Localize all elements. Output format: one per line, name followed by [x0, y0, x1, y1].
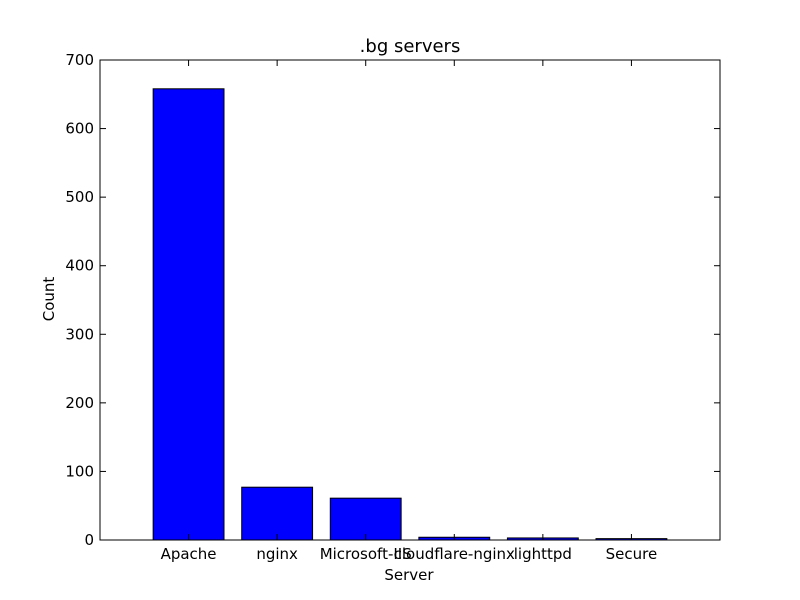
x-tick-label: lighttpd: [514, 545, 572, 563]
y-tick-label: 0: [84, 531, 94, 549]
y-tick-label: 200: [65, 394, 94, 412]
bar-apache: [152, 88, 225, 541]
x-tick-label: cloudflare-nginx: [394, 545, 515, 563]
x-tick-label: Microsoft-IIS: [320, 545, 412, 563]
x-axis-label: Server: [384, 566, 434, 584]
x-axis-ticks: Apache nginx Microsoft-IIScloudflare-nginx…: [161, 60, 658, 563]
x-tick-label: Secure: [606, 545, 658, 563]
y-tick-label: 600: [65, 120, 94, 138]
x-tick-label: nginx: [256, 545, 298, 563]
y-tick-label: 100: [65, 462, 94, 480]
y-tick-label: 400: [65, 257, 94, 275]
chart-title: .bg servers: [360, 36, 461, 57]
y-tick-label: 300: [65, 325, 94, 343]
y-tick-label: 500: [65, 188, 94, 206]
y-axis-ticks: 0 100 200 300 400 500 600 700: [65, 51, 720, 549]
y-tick-label: 700: [65, 51, 94, 69]
bar-nginx: [241, 486, 314, 541]
bars-group: [152, 88, 668, 541]
y-axis-label: Count: [40, 277, 58, 322]
bar-microsoft-iis: [329, 497, 402, 541]
plot-frame: [99, 59, 721, 541]
x-tick-label: Apache: [161, 545, 217, 563]
